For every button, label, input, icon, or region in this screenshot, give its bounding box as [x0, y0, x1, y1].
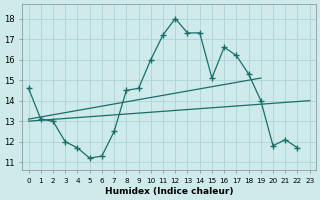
X-axis label: Humidex (Indice chaleur): Humidex (Indice chaleur) [105, 187, 233, 196]
